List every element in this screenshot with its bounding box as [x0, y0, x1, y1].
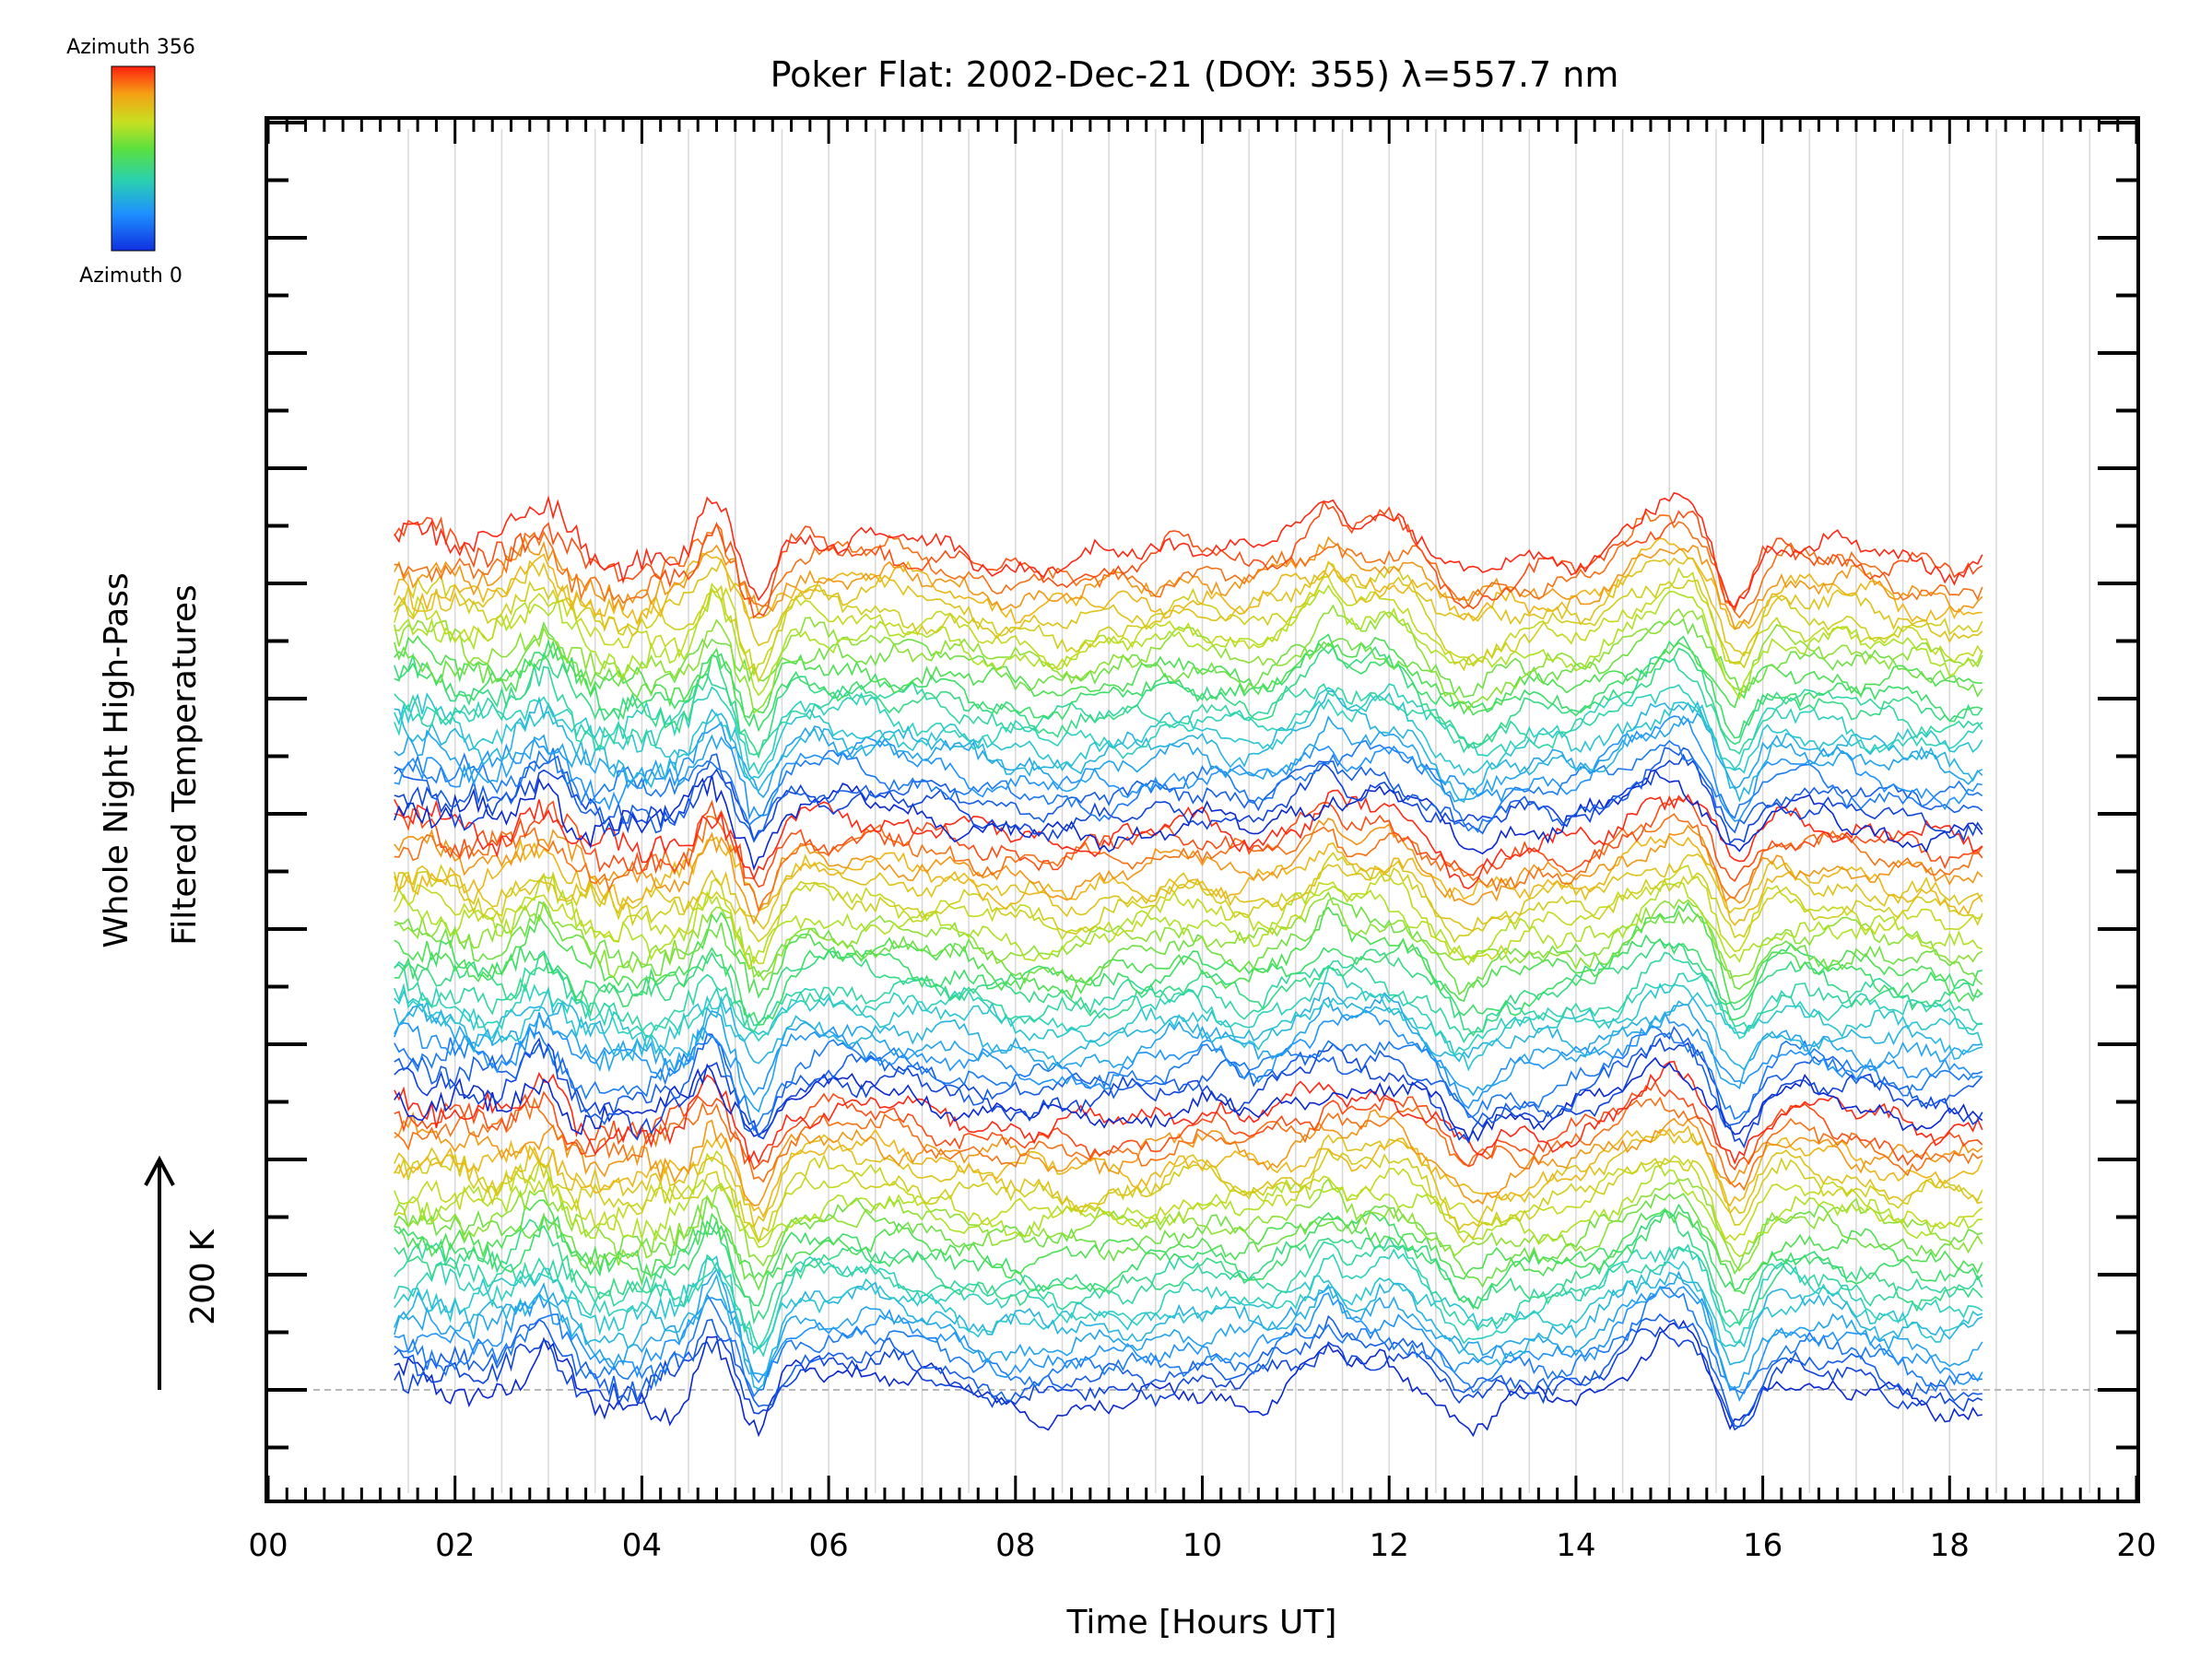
colorbar-top-label: Azimuth 356 — [66, 36, 195, 59]
y-axis-label-line-1: Whole Night High-Pass — [98, 572, 135, 948]
colorbar-bottom-label: Azimuth 0 — [79, 265, 182, 288]
x-tick-label: 04 — [622, 1527, 662, 1564]
plot-frame — [265, 116, 2140, 1503]
temperature-series-line — [394, 1037, 1983, 1149]
temperature-series-line — [394, 1124, 1983, 1218]
temperature-series-line — [394, 618, 1983, 700]
temperature-series-line — [394, 1177, 1983, 1272]
temperature-series-line — [394, 1287, 1983, 1398]
y-axis-label: Whole Night High-Pass Filtered Temperatu… — [98, 572, 204, 948]
temperature-series-line — [394, 1210, 1983, 1327]
temperature-series-line — [394, 712, 1983, 803]
temperature-series-line — [394, 1109, 1983, 1206]
x-tick-labels: 00 02 04 06 08 10 12 14 16 18 20 — [248, 1527, 2156, 1564]
temperature-series-line — [394, 1285, 1983, 1402]
scale-bar: 200 K — [144, 1155, 222, 1390]
temperature-series-line — [394, 739, 1983, 834]
x-tick-label: 00 — [248, 1527, 288, 1564]
temperature-series-line — [394, 789, 1983, 889]
temperature-series-line — [394, 1009, 1983, 1110]
temperature-series-line — [394, 1271, 1983, 1390]
temperature-series-line — [394, 689, 1983, 804]
temperature-series-line — [394, 633, 1983, 739]
temperature-series-line — [394, 1162, 1983, 1258]
temperature-series-line — [394, 900, 1983, 1005]
scale-bar-label: 200 K — [184, 1229, 222, 1325]
temperature-series-line — [394, 1235, 1983, 1350]
temperature-series-line — [394, 747, 1983, 843]
temperature-series-line — [394, 1319, 1983, 1438]
series-group — [394, 491, 1983, 1438]
temperature-series-line — [394, 812, 1983, 913]
temperature-series-line — [394, 753, 1983, 845]
temperature-series-line — [394, 1080, 1983, 1171]
temperature-series-line — [394, 646, 1983, 759]
x-axis-label: Time [Hours UT] — [1066, 1604, 1337, 1641]
temperature-series-line — [394, 491, 1983, 608]
temperature-series-line — [394, 1199, 1983, 1295]
axis-ticks — [266, 120, 2138, 1500]
temperature-series-line — [394, 1312, 1983, 1429]
temperature-series-line — [394, 635, 1983, 719]
x-tick-label: 06 — [808, 1527, 848, 1564]
x-tick-label: 18 — [1930, 1527, 1970, 1564]
temperature-series-line — [394, 1025, 1983, 1138]
temperature-series-line — [394, 890, 1983, 982]
temperature-series-line — [394, 794, 1983, 888]
temperature-series-line — [394, 537, 1983, 630]
x-tick-label: 14 — [1556, 1527, 1595, 1564]
temperature-series-line — [394, 1255, 1983, 1350]
temperature-series-line — [394, 1267, 1983, 1390]
chart-title: Poker Flat: 2002-Dec-21 (DOY: 355) λ=557… — [771, 54, 1619, 95]
temperature-series-line — [394, 687, 1983, 782]
temperature-series-line — [394, 897, 1983, 996]
temperature-series-line — [394, 1243, 1983, 1358]
temperature-series-line — [394, 715, 1983, 822]
y-axis-label-line-2: Filtered Temperatures — [166, 584, 204, 946]
temperature-series-line — [394, 567, 1983, 677]
temperature-series-line — [394, 1060, 1983, 1165]
temperature-series-line — [394, 982, 1983, 1072]
temperature-series-line — [394, 835, 1983, 926]
temperature-series-line — [394, 875, 1983, 966]
x-tick-label: 12 — [1370, 1527, 1409, 1564]
temperature-series-line — [394, 938, 1983, 1037]
temperature-series-line — [394, 851, 1983, 944]
x-tick-label: 10 — [1182, 1527, 1222, 1564]
temperature-series-line — [394, 1149, 1983, 1242]
temperature-series-line — [394, 992, 1983, 1113]
scale-arrow-head — [144, 1155, 175, 1186]
x-tick-label: 20 — [2116, 1527, 2156, 1564]
temperature-series-line — [394, 1026, 1983, 1132]
temperature-series-line — [394, 1325, 1983, 1431]
temperature-series-line — [394, 865, 1983, 971]
temperature-series-line — [394, 1203, 1983, 1310]
x-tick-label: 08 — [995, 1527, 1035, 1564]
x-tick-label: 16 — [1743, 1527, 1783, 1564]
temperature-series-line — [394, 584, 1983, 700]
temperature-series-line — [394, 604, 1983, 714]
temperature-series-line — [394, 1193, 1983, 1291]
temperature-series-line — [394, 535, 1983, 630]
colorbar — [111, 65, 156, 252]
temperature-series-line — [394, 769, 1983, 872]
x-tick-label: 02 — [435, 1527, 475, 1564]
temperature-series-line — [394, 557, 1983, 657]
temperature-series-line — [394, 683, 1983, 775]
temperature-series-line — [394, 1147, 1983, 1244]
